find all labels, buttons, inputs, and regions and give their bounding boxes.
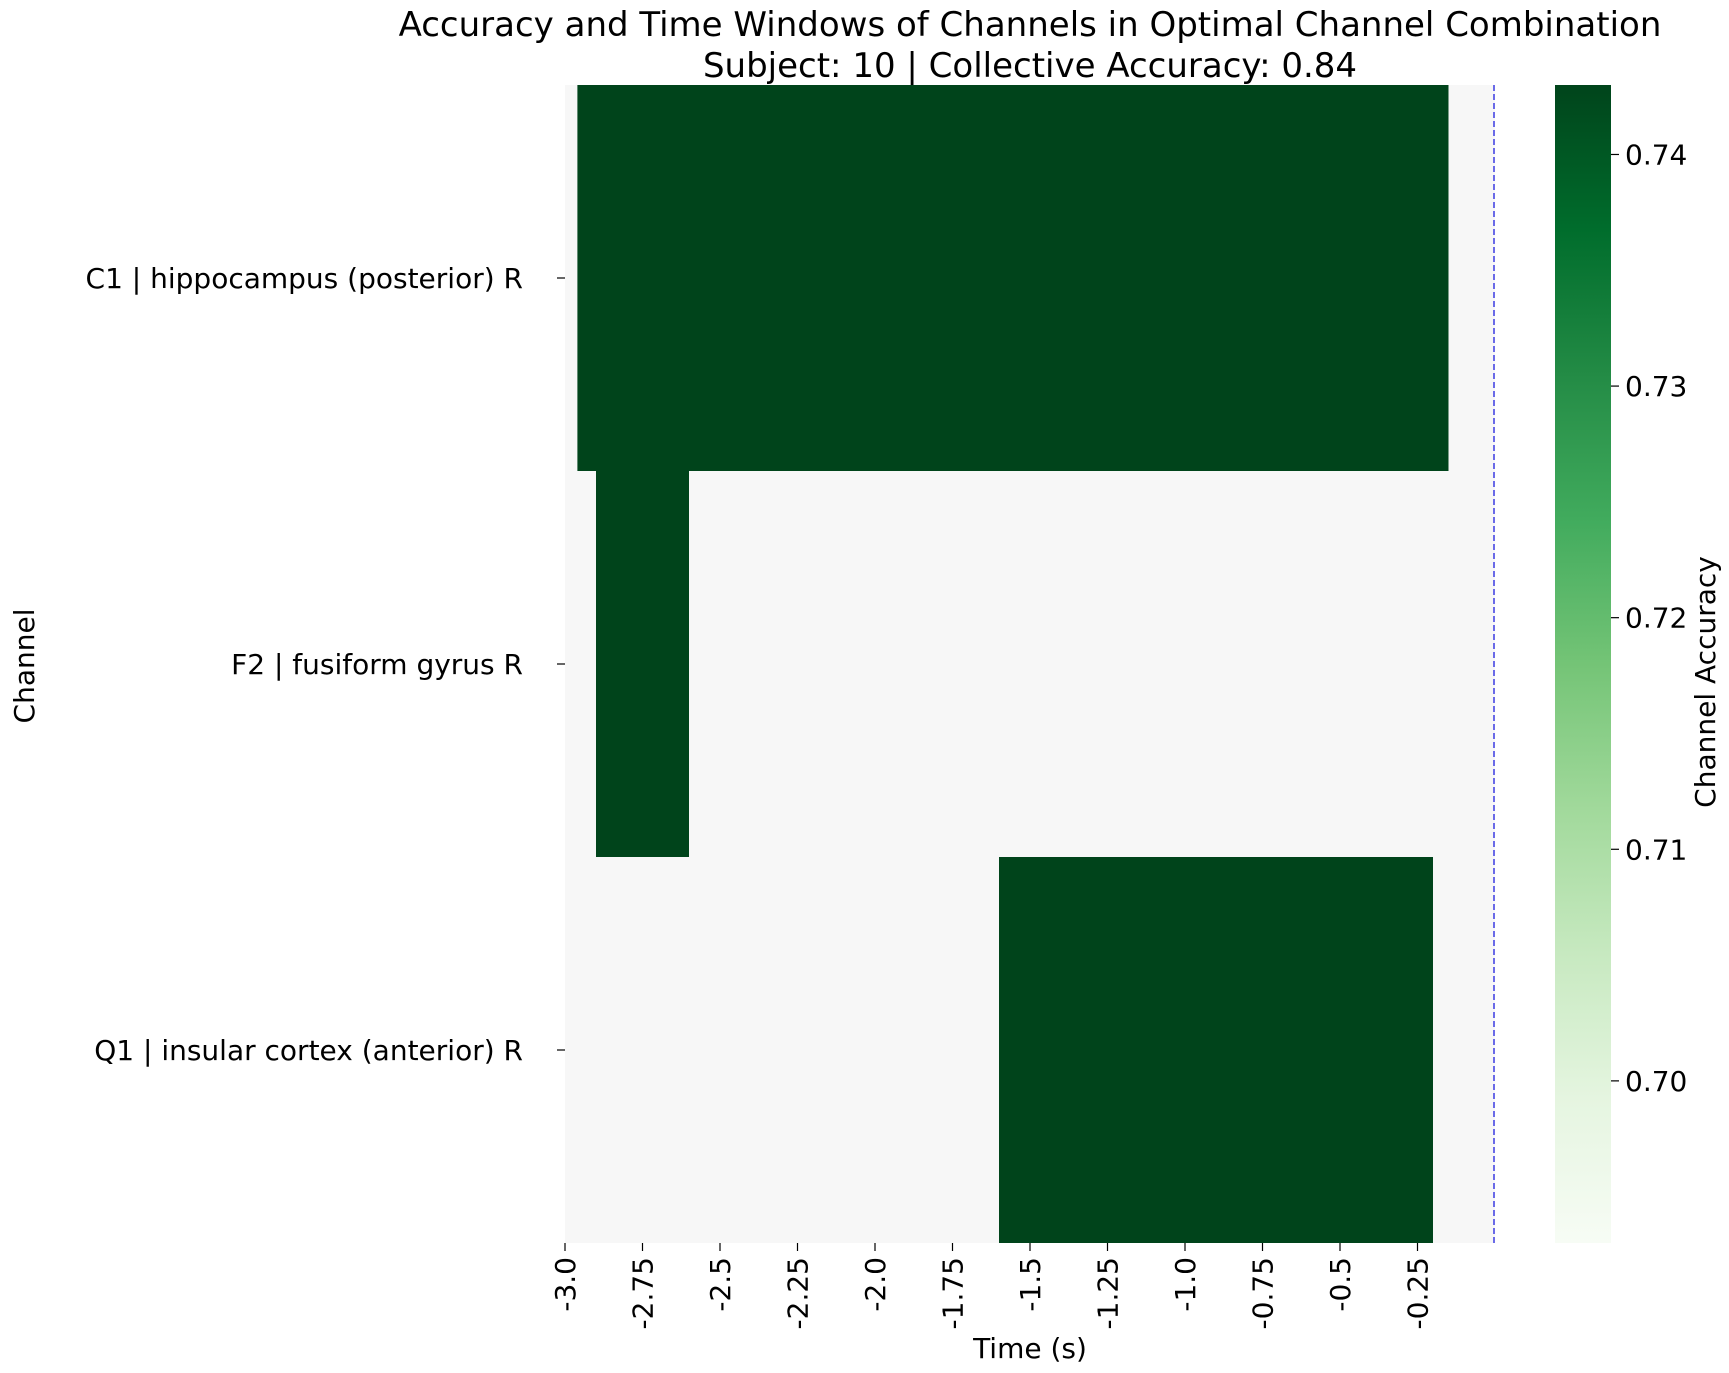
y-tick-label-0: C1 | hippocampus (posterior) R [86,262,523,295]
x-tick-label-2: -2.5 [704,1257,737,1312]
x-tick-label-6: -1.5 [1014,1257,1047,1312]
plot-area [565,85,1495,1243]
colorbar-tick-label-3: 0.73 [1625,370,1687,403]
x-tick-label-10: -0.5 [1324,1257,1357,1312]
colorbar-label: Channel Accuracy [1689,556,1722,808]
y-tick-label-1: F2 | fusiform gyrus R [231,648,523,681]
colorbar-tick-label-0: 0.70 [1625,1065,1687,1098]
x-tick-label-5: -1.75 [937,1257,970,1329]
x-tick-label-9: -0.75 [1247,1257,1280,1329]
colorbar-gradient [1555,85,1611,1243]
x-tick-label-3: -2.25 [782,1257,815,1329]
x-tick-label-11: -0.25 [1402,1257,1435,1329]
y-tick-label-2: Q1 | insular cortex (anterior) R [94,1034,523,1067]
x-tick-label-8: -1.0 [1169,1257,1202,1312]
x-tick-label-4: -2.0 [859,1257,892,1312]
x-axis: -3.0 -2.75 -2.5 -2.25 -2.0 -1.75 -1.5 -1.25 -1.0… [549,1243,1435,1329]
colorbar: 0.70 0.71 0.72 0.73 0.74 [1555,85,1687,1243]
window-bar-2 [999,857,1433,1243]
x-axis-label: Time (s) [972,1332,1087,1365]
x-tick-label-1: -2.75 [627,1257,660,1329]
y-axis: C1 | hippocampus (posterior) R F2 | fusif… [86,262,565,1067]
chart-title-line-2: Subject: 10 | Collective Accuracy: 0.84 [703,46,1357,86]
window-bar-0 [577,85,1449,471]
chart-title-line-1: Accuracy and Time Windows of Channels in… [399,5,1662,45]
colorbar-tick-label-2: 0.72 [1625,602,1687,635]
colorbar-tick-label-4: 0.74 [1625,138,1687,171]
y-axis-label: Channel [8,609,41,724]
x-tick-label-0: -3.0 [549,1257,582,1312]
window-bar-1 [596,471,689,857]
x-tick-label-7: -1.25 [1092,1257,1125,1329]
colorbar-tick-label-1: 0.71 [1625,833,1687,866]
